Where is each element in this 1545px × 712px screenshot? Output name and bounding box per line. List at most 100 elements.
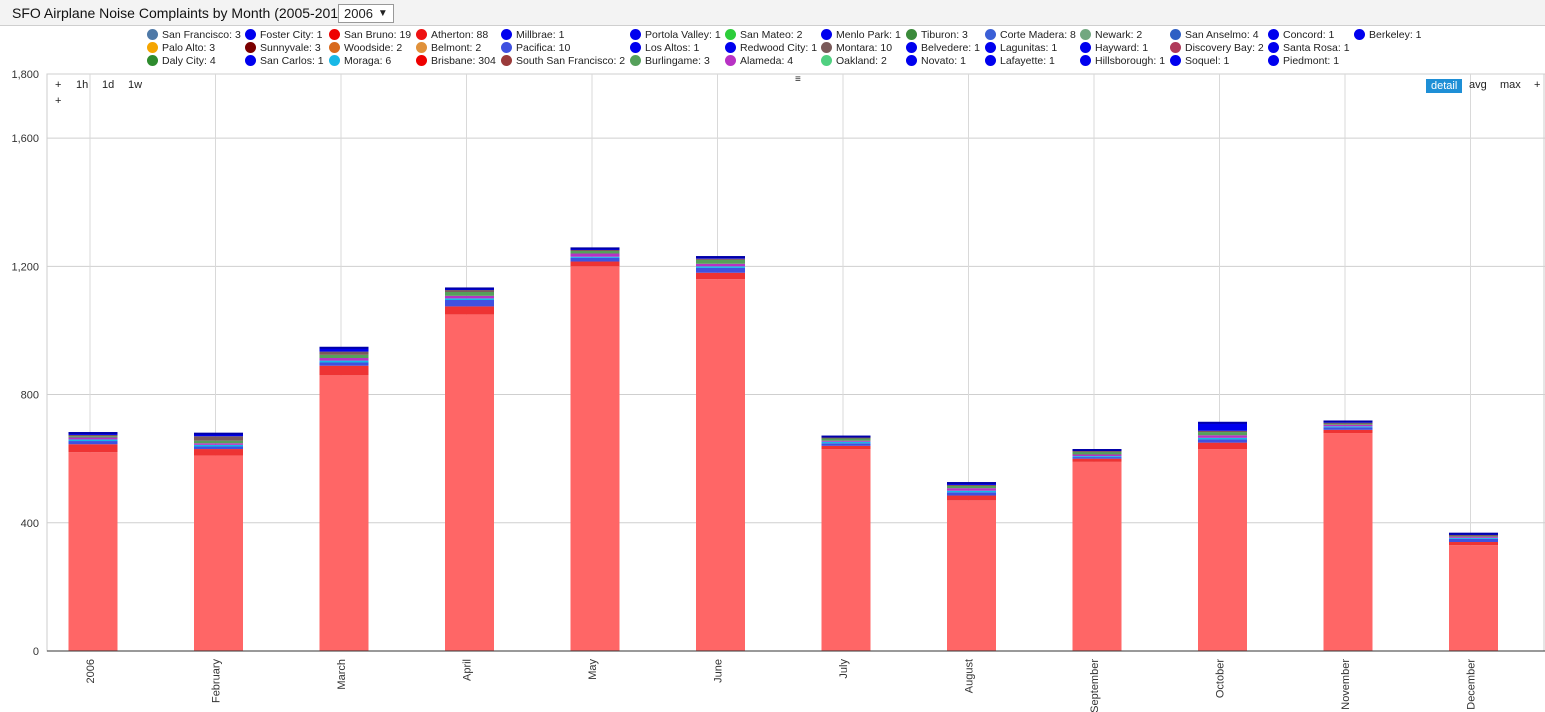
legend-item[interactable]: Sunnyvale: 3 <box>245 41 321 54</box>
legend-item[interactable]: Berkeley: 1 <box>1354 28 1422 41</box>
legend-dot-icon <box>1268 42 1279 53</box>
legend-label: Alameda: 4 <box>740 54 794 67</box>
bar-segment <box>445 295 494 299</box>
legend-item[interactable]: Lagunitas: 1 <box>985 41 1057 54</box>
detail-mode-button[interactable]: detail <box>1426 79 1463 93</box>
legend-label: Brisbane: 304 <box>431 54 496 67</box>
bar-segment <box>947 492 996 496</box>
legend-item[interactable]: Oakland: 2 <box>821 54 887 67</box>
legend-item[interactable]: Pacifica: 10 <box>501 41 570 54</box>
add-series-button[interactable]: + <box>1534 79 1541 91</box>
legend-item[interactable]: Millbrae: 1 <box>501 28 564 41</box>
bar-segment <box>319 360 369 363</box>
legend-label: Discovery Bay: 2 <box>1185 41 1264 54</box>
legend-label: Portola Valley: 1 <box>645 28 721 41</box>
legend-label: Tiburon: 3 <box>921 28 968 41</box>
legend-item[interactable]: San Carlos: 1 <box>245 54 324 67</box>
chevron-down-icon: ▼ <box>377 8 388 19</box>
legend-item[interactable]: Moraga: 6 <box>329 54 391 67</box>
x-tick-label: November <box>1340 659 1352 710</box>
legend-item[interactable]: Montara: 10 <box>821 41 892 54</box>
legend-item[interactable]: Redwood City: 1 <box>725 41 817 54</box>
menu-icon[interactable]: ≡ <box>795 74 801 85</box>
legend-label: Moraga: 6 <box>344 54 392 67</box>
x-tick-label: February <box>211 659 223 704</box>
zoom-out-button[interactable]: + <box>55 95 62 107</box>
legend-label: Belvedere: 1 <box>921 41 980 54</box>
bar-segment <box>68 437 118 440</box>
bar-segment <box>194 455 243 651</box>
legend-item[interactable]: Hayward: 1 <box>1080 41 1148 54</box>
bar-segment <box>445 290 494 292</box>
legend-item[interactable]: Los Altos: 1 <box>630 41 699 54</box>
legend-item[interactable]: Burlingame: 3 <box>630 54 710 67</box>
legend-dot-icon <box>245 29 256 40</box>
legend-dot-icon <box>1268 29 1279 40</box>
legend-item[interactable]: San Mateo: 2 <box>725 28 802 41</box>
bar-segment <box>570 249 620 251</box>
legend-label: Berkeley: 1 <box>1369 28 1422 41</box>
legend-item[interactable]: Discovery Bay: 2 <box>1170 41 1264 54</box>
bar-segment <box>68 436 118 438</box>
legend-item[interactable]: Portola Valley: 1 <box>630 28 721 41</box>
legend-item[interactable]: Corte Madera: 8 <box>985 28 1076 41</box>
legend-item[interactable]: San Bruno: 19 <box>329 28 411 41</box>
legend-item[interactable]: Palo Alto: 3 <box>147 41 215 54</box>
legend-label: Oakland: 2 <box>836 54 887 67</box>
legend-item[interactable]: Atherton: 88 <box>416 28 488 41</box>
chart-legend: San Francisco: 3 Palo Alto: 3 Daly City: 4… <box>0 26 1545 70</box>
bar-segment <box>947 484 996 486</box>
legend-item[interactable]: Alameda: 4 <box>725 54 793 67</box>
legend-item[interactable]: Santa Rosa: 1 <box>1268 41 1350 54</box>
bar-segment <box>445 314 494 651</box>
legend-item[interactable]: Soquel: 1 <box>1170 54 1229 67</box>
legend-item[interactable]: Belvedere: 1 <box>906 41 980 54</box>
legend-dot-icon <box>985 29 996 40</box>
legend-item[interactable]: Daly City: 4 <box>147 54 216 67</box>
legend-item[interactable]: Novato: 1 <box>906 54 966 67</box>
page-title: SFO Airplane Noise Complaints by Month (… <box>12 5 351 21</box>
y-tick-label: 800 <box>21 390 39 402</box>
bar-segment <box>319 358 369 361</box>
legend-label: Lafayette: 1 <box>1000 54 1055 67</box>
year-select[interactable]: 2006 ▼ <box>338 4 394 23</box>
bar-segment <box>696 279 745 651</box>
legend-item[interactable]: Menlo Park: 1 <box>821 28 901 41</box>
legend-dot-icon <box>725 29 736 40</box>
x-tick-label: July <box>838 659 850 679</box>
legend-dot-icon <box>985 42 996 53</box>
legend-item[interactable]: Tiburon: 3 <box>906 28 968 41</box>
zoom-in-button[interactable]: + <box>55 79 62 91</box>
legend-item[interactable]: South San Francisco: 2 <box>501 54 625 67</box>
range-1w-button[interactable]: 1w <box>128 79 143 91</box>
bar-segment <box>1198 422 1247 431</box>
legend-label: Pacifica: 10 <box>516 41 571 54</box>
legend-item[interactable]: Woodside: 2 <box>329 41 402 54</box>
legend-dot-icon <box>821 55 832 66</box>
legend-dot-icon <box>1170 55 1181 66</box>
legend-item[interactable]: Lafayette: 1 <box>985 54 1055 67</box>
legend-item[interactable]: Concord: 1 <box>1268 28 1334 41</box>
bar-segment <box>1072 451 1122 455</box>
bar-segment <box>696 259 745 264</box>
legend-label: Daly City: 4 <box>162 54 216 67</box>
legend-label: Woodside: 2 <box>344 41 403 54</box>
legend-item[interactable]: Foster City: 1 <box>245 28 322 41</box>
bar-segment <box>821 440 871 442</box>
range-1d-button[interactable]: 1d <box>102 79 115 91</box>
bar-top-edge <box>68 432 118 435</box>
legend-item[interactable]: Hillsborough: 1 <box>1080 54 1165 67</box>
legend-item[interactable]: San Francisco: 3 <box>147 28 241 41</box>
legend-item[interactable]: Newark: 2 <box>1080 28 1142 41</box>
legend-item[interactable]: Belmont: 2 <box>416 41 481 54</box>
legend-item[interactable]: San Anselmo: 4 <box>1170 28 1259 41</box>
range-1h-button[interactable]: 1h <box>76 79 89 91</box>
legend-dot-icon <box>906 55 917 66</box>
legend-dot-icon <box>147 29 158 40</box>
max-mode-button[interactable]: max <box>1500 79 1521 91</box>
avg-mode-button[interactable]: avg <box>1469 79 1487 91</box>
legend-item[interactable]: Brisbane: 304 <box>416 54 496 67</box>
legend-item[interactable]: Piedmont: 1 <box>1268 54 1339 67</box>
bar-segment <box>1072 461 1122 651</box>
